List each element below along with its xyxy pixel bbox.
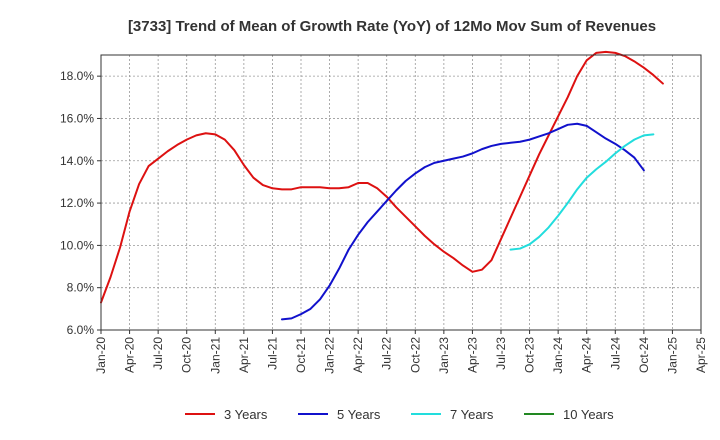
y-tick-label: 14.0% — [60, 154, 94, 168]
legend-label: 10 Years — [563, 407, 614, 422]
x-tick-label: Apr-21 — [237, 337, 251, 373]
y-tick-label: 6.0% — [67, 323, 95, 337]
x-tick-label: Jan-20 — [94, 337, 108, 374]
x-tick-label: Jan-23 — [437, 337, 451, 374]
x-tick-label: Apr-23 — [465, 337, 479, 373]
x-tick-label: Jul-21 — [265, 337, 279, 370]
x-tick-label: Oct-24 — [637, 337, 651, 373]
x-tick-label: Oct-20 — [180, 337, 194, 373]
x-tick-label: Apr-25 — [694, 337, 708, 373]
legend: 3 Years 5 Years 7 Years 10 Years — [185, 407, 614, 422]
plot-border — [100, 54, 702, 331]
y-axis: 6.0% 8.0% 10.0% 12.0% 14.0% 16.0% 18.0% — [60, 69, 101, 337]
plot-area — [101, 55, 701, 330]
legend-label: 5 Years — [337, 407, 381, 422]
series-lines — [100, 50, 664, 321]
y-tick-label: 16.0% — [60, 111, 94, 125]
x-tick-label: Apr-20 — [123, 337, 137, 373]
chart-title: [3733] Trend of Mean of Growth Rate (YoY… — [128, 18, 656, 35]
legend-label: 3 Years — [224, 407, 268, 422]
y-tick-label: 8.0% — [67, 281, 95, 295]
legend-label: 7 Years — [450, 407, 494, 422]
x-tick-label: Apr-24 — [580, 337, 594, 373]
series-line-5-years — [280, 122, 645, 321]
x-tick-label: Jan-21 — [208, 337, 222, 374]
x-tick-label: Jul-23 — [494, 337, 508, 370]
x-tick-label: Jan-25 — [665, 337, 679, 374]
series-line-7-years — [509, 133, 655, 251]
x-tick-label: Oct-21 — [294, 337, 308, 373]
y-tick-label: 12.0% — [60, 196, 94, 210]
x-tick-label: Jul-24 — [608, 337, 622, 370]
x-tick-label: Jul-22 — [380, 337, 394, 370]
x-axis: Jan-20 Apr-20 Jul-20 Oct-20 Jan-21 Apr-21 Jul-… — [94, 330, 708, 374]
series-line-3-years — [100, 50, 664, 304]
x-tick-label: Oct-23 — [523, 337, 537, 373]
x-tick-label: Jul-20 — [151, 337, 165, 370]
y-tick-label: 18.0% — [60, 69, 94, 83]
x-tick-label: Oct-22 — [408, 337, 422, 373]
x-tick-label: Apr-22 — [351, 337, 365, 373]
y-tick-label: 10.0% — [60, 238, 94, 252]
x-tick-label: Jan-22 — [323, 337, 337, 374]
x-tick-label: Jan-24 — [551, 337, 565, 374]
